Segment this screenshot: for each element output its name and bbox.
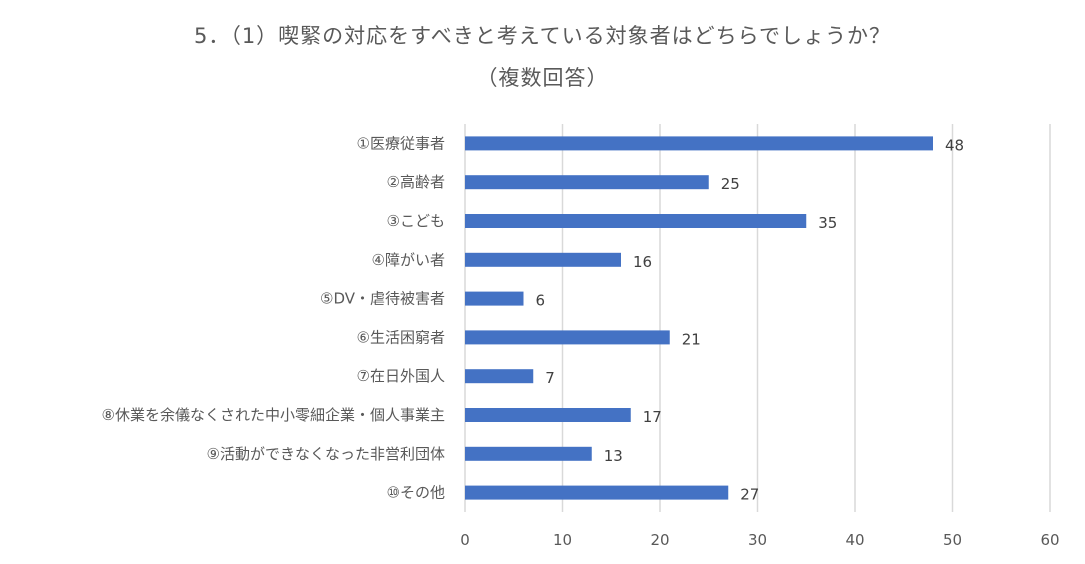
chart-title: 5．（1）喫緊の対応をすべきと考えている対象者はどちらでしょうか？: [193, 24, 892, 48]
data-label: 13: [604, 447, 623, 465]
data-label: 25: [721, 175, 740, 193]
bar: [465, 214, 807, 228]
bar: [465, 485, 729, 500]
data-label: 7: [545, 369, 555, 387]
chart-subtitle: （複数回答）: [476, 66, 609, 90]
bar: [465, 252, 621, 267]
x-tick-label: 60: [1040, 531, 1059, 549]
category-label: ⑩その他: [387, 484, 445, 502]
data-label: 27: [740, 486, 759, 504]
category-label: ⑤DV・虐待被害者: [320, 290, 445, 308]
category-label: ③こども: [387, 212, 445, 230]
bar: [465, 291, 524, 306]
bar: [465, 330, 670, 345]
bar: [465, 446, 592, 461]
x-tick-label: 0: [460, 531, 470, 549]
data-label: 17: [643, 408, 662, 426]
x-tick-label: 10: [553, 531, 572, 549]
data-label: 6: [536, 292, 546, 310]
bar: [465, 369, 534, 384]
category-label: ②高齢者: [387, 173, 445, 191]
bar: [465, 175, 709, 190]
x-tick-label: 20: [650, 531, 669, 549]
data-label: 35: [818, 214, 837, 232]
x-tick-label: 40: [845, 531, 864, 549]
category-label: ①医療従事者: [357, 134, 445, 152]
category-label: ④障がい者: [372, 251, 445, 269]
category-label: ⑧休業を余儀なくされた中小零細企業・個人事業主: [102, 406, 445, 424]
data-label: 16: [633, 253, 652, 271]
category-label: ⑥生活困窮者: [357, 328, 445, 346]
category-label: ⑦在日外国人: [357, 367, 445, 385]
x-tick-label: 50: [943, 531, 962, 549]
data-label: 21: [682, 330, 701, 348]
bar: [465, 408, 631, 422]
category-label: ⑨活動ができなくなった非営利団体: [207, 445, 445, 463]
x-tick-label: 30: [748, 531, 767, 549]
data-label: 48: [945, 136, 964, 154]
bar: [465, 136, 933, 151]
